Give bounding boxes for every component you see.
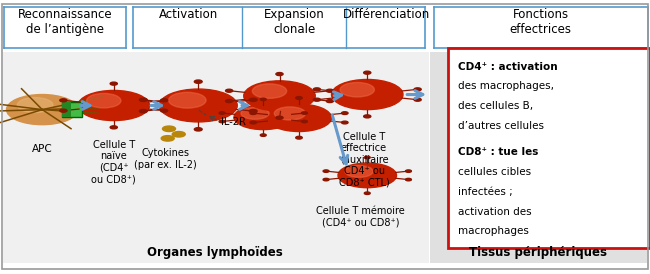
Circle shape: [86, 93, 121, 108]
Text: Activation: Activation: [159, 8, 218, 21]
FancyBboxPatch shape: [62, 102, 82, 117]
Bar: [3, 52, 429, 263]
Circle shape: [338, 163, 396, 188]
Bar: [430, 52, 647, 263]
Circle shape: [340, 82, 374, 97]
Circle shape: [252, 84, 287, 98]
Circle shape: [78, 90, 150, 121]
Circle shape: [219, 112, 225, 114]
Circle shape: [241, 107, 269, 119]
Circle shape: [326, 99, 333, 102]
Circle shape: [226, 99, 233, 102]
Circle shape: [341, 121, 348, 124]
Circle shape: [260, 134, 266, 136]
Text: Organes lymphoïdes: Organes lymphoïdes: [147, 246, 282, 259]
Text: IL-2R: IL-2R: [221, 117, 246, 127]
Circle shape: [364, 192, 370, 195]
Circle shape: [18, 98, 53, 113]
Circle shape: [323, 178, 329, 181]
Circle shape: [313, 88, 320, 91]
Circle shape: [260, 98, 266, 101]
Text: Expansion
clonale: Expansion clonale: [264, 8, 325, 36]
Circle shape: [313, 98, 320, 101]
Circle shape: [302, 120, 307, 123]
Circle shape: [406, 178, 411, 181]
Circle shape: [234, 105, 292, 130]
Circle shape: [219, 120, 225, 123]
Circle shape: [296, 97, 302, 99]
Text: Cellule T
naïve
(CD4⁺
ou CD8⁺): Cellule T naïve (CD4⁺ ou CD8⁺): [92, 140, 136, 185]
Circle shape: [250, 110, 257, 113]
Circle shape: [296, 136, 302, 139]
Text: Cellule T
effectrice
(auxiliaire
CD4⁺ ou
CD8⁺ CTL): Cellule T effectrice (auxiliaire CD4⁺ ou…: [339, 132, 389, 188]
Circle shape: [139, 98, 147, 101]
Circle shape: [323, 170, 329, 172]
Circle shape: [363, 115, 370, 118]
Text: Cellule T mémoire
(CD4⁺ ou CD8⁺): Cellule T mémoire (CD4⁺ ou CD8⁺): [317, 206, 405, 227]
Circle shape: [363, 71, 370, 74]
Circle shape: [162, 126, 176, 132]
Text: Différenciation: Différenciation: [343, 8, 430, 21]
Circle shape: [244, 81, 315, 111]
Circle shape: [276, 116, 283, 119]
Circle shape: [60, 109, 67, 112]
Circle shape: [326, 89, 333, 92]
Text: des macrophages,: des macrophages,: [458, 81, 554, 91]
Text: d’autres cellules: d’autres cellules: [458, 121, 544, 131]
Text: Cytokines
(par ex. IL-2): Cytokines (par ex. IL-2): [135, 148, 197, 170]
Circle shape: [364, 156, 370, 159]
Circle shape: [302, 112, 307, 114]
Circle shape: [110, 82, 117, 85]
Circle shape: [139, 110, 147, 113]
Circle shape: [226, 89, 233, 92]
FancyBboxPatch shape: [62, 102, 71, 117]
Circle shape: [194, 80, 202, 83]
Text: Tissus périphériques: Tissus périphériques: [469, 246, 607, 259]
Circle shape: [194, 128, 202, 131]
Text: cellules cibles: cellules cibles: [458, 167, 532, 177]
Circle shape: [414, 88, 421, 91]
Circle shape: [250, 112, 257, 115]
Circle shape: [406, 170, 411, 172]
Text: activation des: activation des: [458, 207, 532, 217]
Circle shape: [250, 98, 257, 101]
Circle shape: [6, 95, 78, 125]
Text: macrophages: macrophages: [458, 226, 529, 236]
Circle shape: [276, 73, 283, 76]
Circle shape: [414, 98, 421, 101]
Circle shape: [266, 104, 332, 132]
Circle shape: [161, 109, 168, 112]
Circle shape: [161, 99, 168, 102]
FancyBboxPatch shape: [448, 48, 650, 248]
Text: Fonctions
effectrices: Fonctions effectrices: [510, 8, 572, 36]
Circle shape: [250, 121, 257, 124]
Text: infectées ;: infectées ;: [458, 187, 513, 197]
Circle shape: [110, 126, 117, 129]
Circle shape: [341, 112, 348, 115]
Text: CD4⁺ : activation: CD4⁺ : activation: [458, 62, 558, 72]
Text: des cellules B,: des cellules B,: [458, 101, 534, 111]
Circle shape: [332, 79, 403, 110]
Circle shape: [168, 92, 206, 108]
Text: APC: APC: [32, 144, 53, 154]
Circle shape: [60, 99, 67, 102]
Circle shape: [345, 165, 373, 177]
Text: Reconnaissance
de l’antigène: Reconnaissance de l’antigène: [18, 8, 112, 36]
Circle shape: [161, 136, 174, 141]
Text: CD8⁺ : tue les: CD8⁺ : tue les: [458, 147, 539, 158]
Circle shape: [274, 107, 306, 120]
Circle shape: [172, 132, 185, 137]
Circle shape: [159, 89, 237, 122]
